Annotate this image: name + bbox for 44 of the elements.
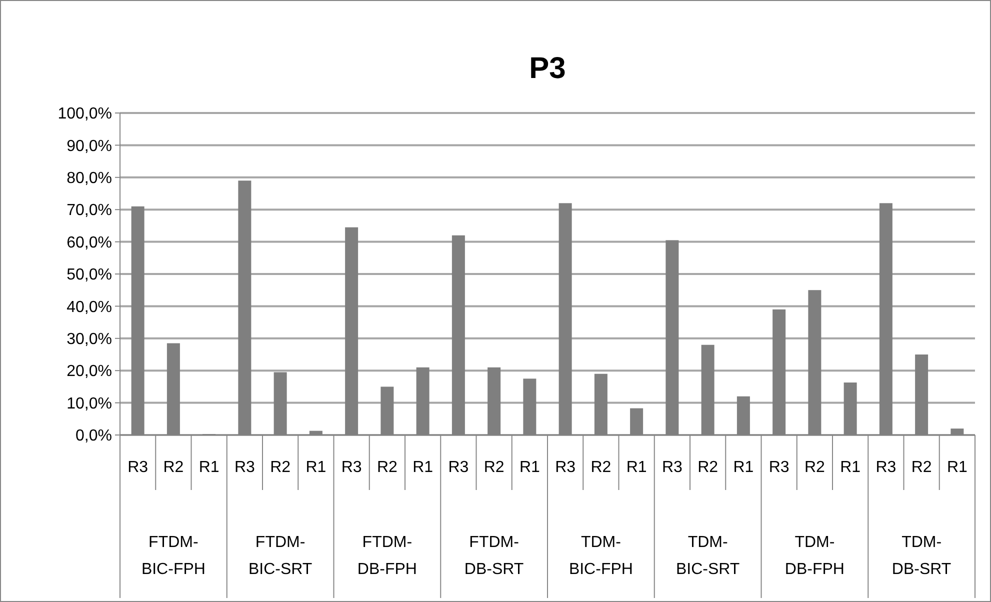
- x-tick-label: R2: [590, 459, 612, 476]
- x-tick-label: R3: [448, 459, 469, 476]
- y-tick-label: 80,0%: [66, 170, 112, 187]
- text: FTDM-DB-FPH: [357, 534, 417, 578]
- text: TDM-BIC-FPH: [568, 534, 633, 578]
- y-tick-label: 20,0%: [66, 363, 112, 380]
- x-tick-label: R2: [484, 459, 504, 476]
- y-tick-label: 90,0%: [66, 138, 112, 155]
- chart-title: P3: [529, 52, 566, 85]
- y-tick-label: 100,0%: [58, 106, 112, 123]
- text: FTDM-BIC-SRT: [248, 534, 312, 578]
- text: FTDM-DB-SRT: [464, 534, 524, 578]
- x-tick-label: R3: [876, 459, 896, 476]
- x-tick-label: R1: [198, 459, 220, 476]
- y-tick-label: 60,0%: [66, 234, 112, 252]
- x-tick-label: R1: [626, 459, 647, 476]
- y-tick-label: 30,0%: [66, 331, 112, 348]
- x-tick-label: R3: [234, 459, 256, 476]
- x-tick-label: R2: [376, 459, 398, 476]
- x-tick-label: R3: [555, 459, 576, 476]
- x-tick-label: R1: [306, 459, 326, 476]
- x-tick-label: R1: [840, 459, 861, 476]
- text: TDM-DB-FPH: [784, 534, 844, 578]
- x-tick-label: R2: [911, 459, 932, 476]
- y-tick-label: 50,0%: [66, 266, 112, 284]
- x-tick-label: R1: [733, 459, 754, 476]
- y-tick-label: 0,0%: [76, 428, 112, 445]
- y-tick-label: 40,0%: [66, 298, 112, 316]
- x-tick-label: R1: [946, 459, 968, 476]
- x-tick-label: R2: [698, 459, 718, 476]
- x-tick-label: R3: [662, 459, 683, 476]
- y-tick-label: 10,0%: [66, 395, 112, 412]
- x-tick-label: R3: [341, 459, 362, 476]
- text: TDM-DB-SRT: [892, 534, 952, 578]
- x-tick-label: R3: [128, 459, 148, 476]
- x-tick-label: R2: [804, 459, 826, 476]
- text: FTDM-BIC-FPH: [141, 534, 206, 578]
- x-tick-label: R2: [270, 459, 291, 476]
- x-tick-label: R1: [412, 459, 434, 476]
- x-tick-label: R2: [163, 459, 184, 476]
- x-tick-label: R3: [768, 459, 790, 476]
- x-tick-label: R1: [519, 459, 540, 476]
- text: TDM-BIC-SRT: [676, 534, 740, 578]
- y-tick-label: 70,0%: [66, 202, 112, 220]
